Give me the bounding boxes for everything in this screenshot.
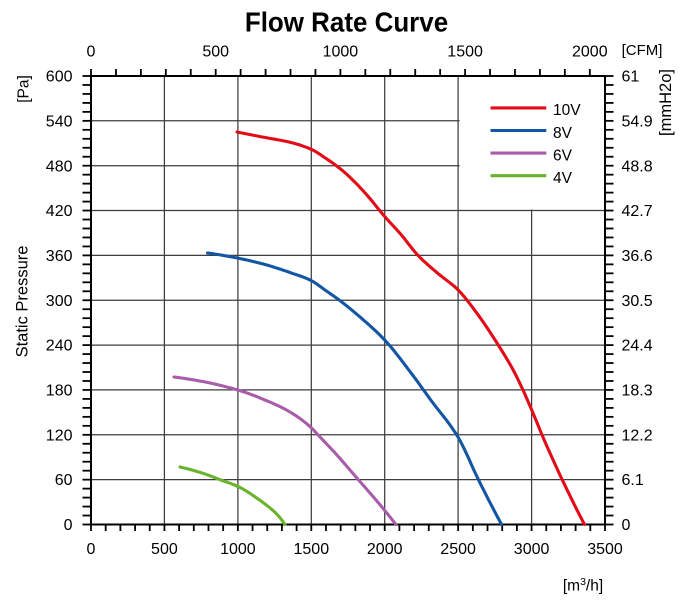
svg-text:3000: 3000 [514, 541, 550, 558]
svg-text:18.3: 18.3 [622, 383, 653, 400]
svg-text:360: 360 [46, 248, 73, 265]
svg-text:[CFM]: [CFM] [622, 42, 663, 59]
svg-text:[mmH2o]: [mmH2o] [657, 69, 675, 136]
svg-text:180: 180 [46, 383, 73, 400]
svg-text:30.5: 30.5 [622, 293, 653, 310]
svg-text:1000: 1000 [220, 541, 256, 558]
svg-text:36.6: 36.6 [622, 248, 653, 265]
svg-text:6V: 6V [553, 147, 573, 164]
svg-text:60: 60 [55, 472, 73, 489]
svg-text:3500: 3500 [587, 541, 623, 558]
svg-text:1500: 1500 [294, 541, 330, 558]
svg-text:[m3/h]: [m3/h] [563, 576, 603, 595]
svg-text:42.7: 42.7 [622, 203, 653, 220]
svg-text:24.4: 24.4 [622, 338, 653, 355]
svg-text:1500: 1500 [447, 44, 483, 61]
svg-text:Static Pressure: Static Pressure [13, 246, 31, 358]
svg-text:0: 0 [87, 44, 96, 61]
svg-text:2000: 2000 [572, 44, 608, 61]
svg-text:600: 600 [46, 69, 73, 86]
svg-text:300: 300 [46, 293, 73, 310]
svg-text:0: 0 [622, 517, 631, 534]
svg-text:48.8: 48.8 [622, 158, 653, 175]
svg-text:540: 540 [46, 113, 73, 130]
svg-text:500: 500 [151, 541, 178, 558]
svg-text:Flow Rate Curve: Flow Rate Curve [245, 7, 448, 38]
svg-text:61: 61 [622, 69, 640, 86]
svg-text:[Pa]: [Pa] [15, 75, 32, 103]
svg-text:6.1: 6.1 [622, 472, 644, 489]
svg-text:4V: 4V [553, 170, 573, 187]
svg-text:12.2: 12.2 [622, 427, 653, 444]
svg-text:0: 0 [87, 541, 96, 558]
svg-text:420: 420 [46, 203, 73, 220]
svg-text:480: 480 [46, 158, 73, 175]
svg-text:8V: 8V [553, 125, 573, 142]
svg-text:54.9: 54.9 [622, 113, 653, 130]
svg-text:2000: 2000 [367, 541, 403, 558]
svg-text:1000: 1000 [323, 44, 359, 61]
svg-text:0: 0 [64, 517, 73, 534]
svg-text:10V: 10V [553, 102, 581, 119]
svg-text:2500: 2500 [440, 541, 476, 558]
svg-text:120: 120 [46, 427, 73, 444]
svg-text:240: 240 [46, 338, 73, 355]
svg-text:500: 500 [202, 44, 229, 61]
